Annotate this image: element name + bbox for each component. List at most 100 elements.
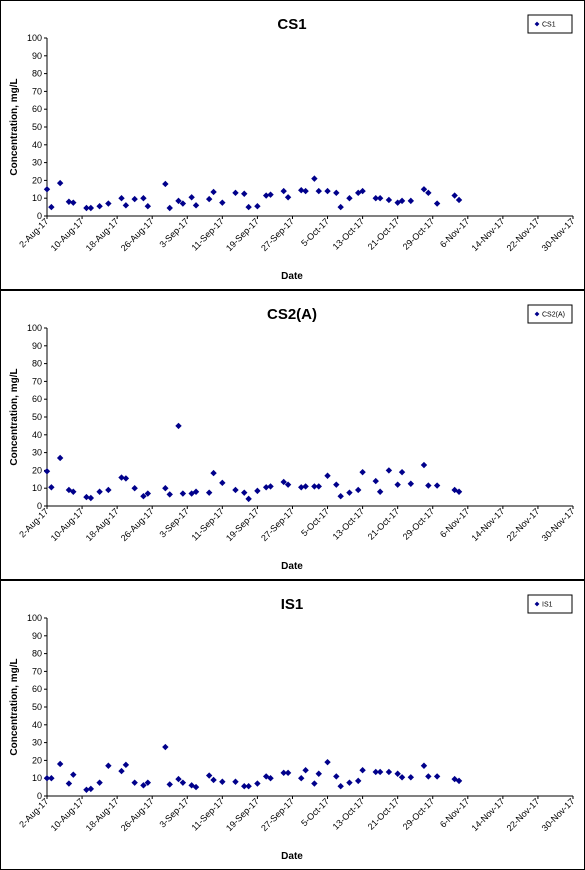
chart-title: CS1: [277, 16, 306, 33]
x-axis-title: Date: [281, 561, 303, 572]
x-tick-label: 14-Nov-17: [469, 216, 506, 253]
chart-panel-cs2a: CS2(A) 0 10 20 30 40 50 60 70 80 90 100 2-Aug-17 10-A…: [0, 290, 585, 580]
y-tick-label: 10: [32, 193, 42, 203]
y-tick-label: 100: [27, 323, 42, 333]
data-point: [346, 489, 353, 496]
data-point: [267, 483, 274, 490]
x-tick-label: 18-Aug-17: [84, 506, 121, 543]
x-tick-label: 6-Nov-17: [438, 506, 471, 539]
data-point: [144, 490, 152, 497]
y-tick-label: 70: [32, 86, 42, 96]
y-tick-label: 50: [32, 702, 42, 712]
x-tick-label: 6-Nov-17: [438, 216, 471, 249]
data-point: [70, 199, 77, 206]
data-point: [376, 768, 384, 776]
data-point: [122, 475, 130, 482]
x-tick-label: 13-Oct-17: [331, 796, 366, 831]
data-point: [245, 203, 252, 211]
data-point: [70, 488, 77, 495]
x-tick-label: 19-Sep-17: [224, 216, 261, 253]
y-tick-label: 30: [32, 158, 42, 168]
chart-title: CS2(A): [267, 306, 317, 323]
data-point: [311, 483, 318, 490]
data-point: [398, 468, 406, 476]
data-point: [455, 196, 463, 204]
x-tick-label: 2-Aug-17: [17, 796, 50, 829]
data-point: [262, 484, 270, 491]
data-point: [219, 479, 226, 487]
data-point: [346, 779, 353, 786]
data-point: [398, 197, 406, 205]
y-tick-label: 0: [37, 211, 42, 221]
chart-svg: CS2(A) 0 10 20 30 40 50 60 70 80 90 100 2-Aug-1710-A…: [9, 304, 576, 572]
legend-label: CS1: [542, 22, 556, 29]
data-point: [96, 203, 103, 210]
data-point: [166, 491, 173, 498]
data-point: [359, 468, 366, 476]
data-point: [122, 761, 130, 769]
data-point: [192, 488, 200, 495]
data-point: [359, 766, 366, 774]
data-point: [175, 197, 182, 205]
x-tick-label: 18-Aug-17: [84, 216, 121, 253]
x-tick-label: 18-Aug-17: [84, 796, 121, 833]
x-tick-label: 2-Aug-17: [17, 216, 50, 249]
legend-marker: [534, 21, 540, 27]
data-point: [359, 187, 366, 195]
data-point: [425, 773, 432, 780]
data-point: [315, 770, 322, 777]
data-point: [394, 770, 401, 777]
data-point: [298, 775, 305, 782]
y-tick-label: 90: [32, 51, 42, 61]
data-point: [131, 195, 138, 203]
data-point: [83, 204, 90, 212]
data-point: [192, 202, 200, 209]
y-tick-label: 90: [32, 341, 42, 351]
data-point: [333, 773, 340, 780]
x-tick-label: 22-Nov-17: [505, 506, 542, 543]
y-tick-label: 40: [32, 430, 42, 440]
data-point: [420, 186, 428, 193]
data-point: [302, 766, 309, 774]
y-tick-label: 10: [32, 773, 42, 783]
data-point: [56, 760, 64, 768]
y-axis-title: Concentration, mg/L: [9, 368, 20, 465]
data-point: [451, 192, 458, 199]
data-point: [337, 493, 344, 500]
data-point: [232, 486, 239, 494]
data-point: [219, 778, 226, 785]
y-tick-label: 30: [32, 738, 42, 748]
data-point: [43, 468, 51, 475]
y-tick-label: 50: [32, 412, 42, 422]
data-point: [179, 490, 187, 497]
y-tick-label: 40: [32, 720, 42, 730]
data-point: [162, 180, 169, 188]
y-tick-label: 40: [32, 140, 42, 150]
data-point: [144, 203, 152, 210]
data-point: [324, 472, 331, 479]
data-point: [175, 422, 182, 430]
x-tick-label: 14-Nov-17: [469, 796, 506, 833]
x-tick-label: 10-Aug-17: [49, 796, 86, 833]
data-point: [407, 197, 415, 205]
x-tick-label: 22-Nov-17: [505, 796, 542, 833]
y-tick-label: 90: [32, 631, 42, 641]
data-point: [210, 469, 217, 477]
data-point: [385, 196, 393, 204]
data-point: [83, 786, 90, 793]
data-point: [337, 783, 344, 790]
data-point: [284, 194, 292, 201]
y-tick-label: 0: [37, 791, 42, 801]
data-point: [333, 189, 340, 197]
data-point: [284, 769, 292, 777]
data-point: [162, 743, 169, 751]
data-point: [455, 777, 463, 785]
y-tick-label: 80: [32, 69, 42, 79]
x-tick-label: 13-Oct-17: [331, 216, 366, 251]
x-tick-label: 11-Sep-17: [189, 796, 225, 832]
y-tick-label: 70: [32, 376, 42, 386]
data-point: [372, 477, 379, 485]
x-tick-label: 3-Sep-17: [157, 796, 190, 829]
data-point: [131, 485, 138, 492]
data-point: [315, 187, 322, 195]
